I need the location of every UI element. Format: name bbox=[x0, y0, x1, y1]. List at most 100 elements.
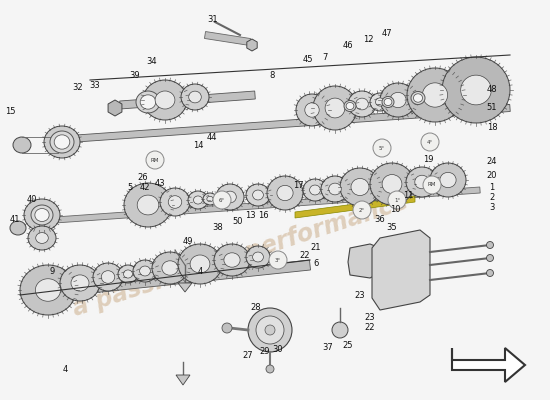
Text: 24: 24 bbox=[487, 158, 497, 166]
Text: RM: RM bbox=[428, 182, 436, 188]
Text: 38: 38 bbox=[213, 224, 223, 232]
Circle shape bbox=[213, 191, 231, 209]
Ellipse shape bbox=[50, 131, 74, 153]
Polygon shape bbox=[295, 196, 415, 218]
Text: 15: 15 bbox=[5, 108, 15, 116]
Polygon shape bbox=[205, 32, 251, 46]
Circle shape bbox=[269, 251, 287, 269]
Text: 5: 5 bbox=[128, 184, 133, 192]
Circle shape bbox=[388, 191, 406, 209]
Ellipse shape bbox=[203, 193, 217, 205]
Text: 33: 33 bbox=[90, 80, 100, 90]
Text: 31: 31 bbox=[208, 16, 218, 24]
Polygon shape bbox=[247, 39, 257, 51]
Polygon shape bbox=[348, 244, 385, 278]
Ellipse shape bbox=[406, 167, 438, 197]
Text: 13: 13 bbox=[245, 210, 255, 220]
Ellipse shape bbox=[303, 179, 327, 201]
Ellipse shape bbox=[356, 98, 369, 110]
Ellipse shape bbox=[340, 168, 380, 206]
Ellipse shape bbox=[28, 226, 56, 250]
Ellipse shape bbox=[414, 94, 422, 102]
Text: 32: 32 bbox=[73, 84, 83, 92]
Ellipse shape bbox=[325, 98, 345, 118]
Ellipse shape bbox=[140, 95, 156, 109]
Circle shape bbox=[421, 133, 439, 151]
Ellipse shape bbox=[296, 94, 328, 126]
Text: 3°: 3° bbox=[275, 258, 281, 262]
Polygon shape bbox=[120, 91, 255, 109]
Text: 44: 44 bbox=[207, 134, 217, 142]
Ellipse shape bbox=[13, 137, 31, 153]
Ellipse shape bbox=[143, 80, 187, 120]
Text: 50: 50 bbox=[233, 218, 243, 226]
Ellipse shape bbox=[382, 174, 402, 194]
Ellipse shape bbox=[321, 176, 349, 202]
Ellipse shape bbox=[224, 253, 240, 267]
Text: 17: 17 bbox=[293, 180, 303, 190]
Ellipse shape bbox=[380, 83, 416, 117]
Ellipse shape bbox=[118, 265, 138, 283]
Ellipse shape bbox=[54, 135, 70, 149]
Ellipse shape bbox=[160, 188, 190, 216]
Ellipse shape bbox=[384, 98, 392, 106]
Text: 34: 34 bbox=[147, 58, 157, 66]
Ellipse shape bbox=[370, 163, 414, 205]
Text: 22: 22 bbox=[365, 324, 375, 332]
Ellipse shape bbox=[224, 191, 236, 203]
Ellipse shape bbox=[136, 91, 160, 113]
Text: 22: 22 bbox=[300, 250, 310, 260]
Text: 19: 19 bbox=[423, 156, 433, 164]
Ellipse shape bbox=[24, 199, 60, 231]
Text: 16: 16 bbox=[258, 210, 268, 220]
Ellipse shape bbox=[178, 244, 222, 284]
Text: 9: 9 bbox=[50, 268, 54, 276]
Ellipse shape bbox=[137, 195, 159, 215]
Ellipse shape bbox=[189, 91, 201, 103]
Ellipse shape bbox=[252, 190, 263, 200]
Polygon shape bbox=[25, 260, 311, 300]
Ellipse shape bbox=[422, 83, 448, 107]
Ellipse shape bbox=[20, 265, 76, 315]
Ellipse shape bbox=[351, 178, 369, 196]
Ellipse shape bbox=[252, 252, 263, 262]
Text: 3: 3 bbox=[490, 204, 494, 212]
Ellipse shape bbox=[246, 246, 270, 268]
Text: 36: 36 bbox=[375, 216, 386, 224]
Ellipse shape bbox=[194, 196, 202, 204]
Polygon shape bbox=[178, 283, 192, 292]
Text: 47: 47 bbox=[382, 28, 392, 38]
Text: 4: 4 bbox=[62, 366, 68, 374]
Text: 27: 27 bbox=[243, 350, 254, 360]
Text: 12: 12 bbox=[363, 36, 373, 44]
Ellipse shape bbox=[60, 265, 100, 301]
Text: 39: 39 bbox=[130, 70, 140, 80]
Ellipse shape bbox=[370, 93, 390, 111]
Ellipse shape bbox=[10, 221, 26, 235]
Text: 2: 2 bbox=[490, 194, 494, 202]
Ellipse shape bbox=[155, 91, 175, 109]
Ellipse shape bbox=[101, 271, 115, 283]
Ellipse shape bbox=[124, 270, 133, 278]
Ellipse shape bbox=[133, 260, 157, 282]
Text: 41: 41 bbox=[10, 216, 20, 224]
Ellipse shape bbox=[376, 98, 384, 106]
Ellipse shape bbox=[415, 175, 429, 189]
Circle shape bbox=[248, 308, 292, 352]
Polygon shape bbox=[55, 187, 480, 223]
Text: 48: 48 bbox=[487, 86, 497, 94]
Circle shape bbox=[222, 323, 232, 333]
Ellipse shape bbox=[214, 244, 250, 276]
Ellipse shape bbox=[36, 232, 48, 243]
Text: 26: 26 bbox=[138, 174, 148, 182]
Text: 25: 25 bbox=[343, 340, 353, 350]
Ellipse shape bbox=[305, 103, 319, 117]
Text: 21: 21 bbox=[311, 244, 321, 252]
Ellipse shape bbox=[44, 126, 80, 158]
Circle shape bbox=[265, 325, 275, 335]
Ellipse shape bbox=[190, 255, 210, 273]
Text: a passion for performance: a passion for performance bbox=[69, 189, 411, 321]
Circle shape bbox=[423, 176, 441, 194]
Text: 40: 40 bbox=[27, 196, 37, 204]
Ellipse shape bbox=[71, 275, 89, 291]
